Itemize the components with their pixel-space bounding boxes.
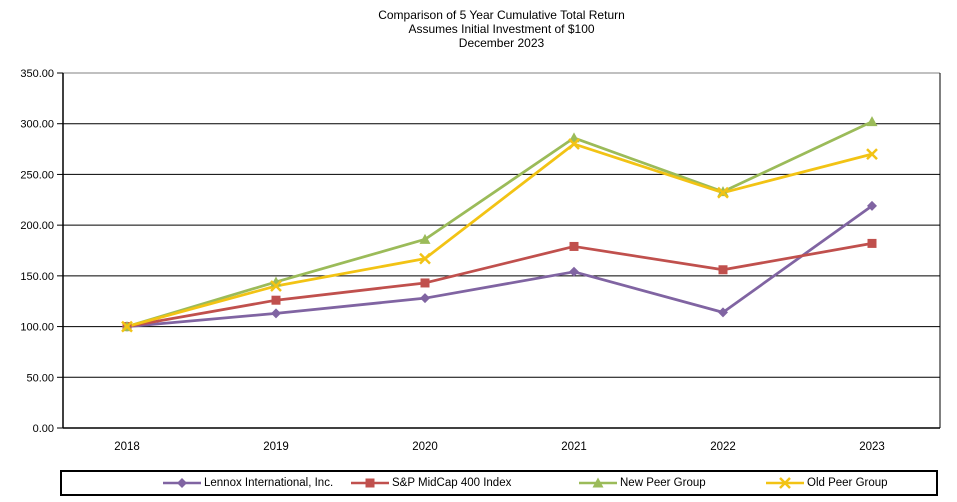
chart-title-line1: Comparison of 5 Year Cumulative Total Re… — [378, 8, 625, 22]
legend-marker-x-icon — [766, 477, 804, 489]
legend: Lennox International, Inc. S&P MidCap 400… — [60, 470, 938, 496]
data-point-series-0 — [718, 307, 728, 318]
y-tick-label: 0.00 — [33, 423, 54, 435]
legend-marker-square-icon — [351, 478, 389, 488]
data-point-series-3 — [717, 186, 729, 199]
data-point-series-3 — [121, 320, 133, 333]
y-tick-label: 350.00 — [20, 68, 54, 80]
x-tick-label: 2022 — [710, 441, 736, 453]
x-tick-label: 2020 — [412, 441, 438, 453]
data-point-series-0 — [569, 266, 579, 277]
chart-title-line2: Assumes Initial Investment of $100 — [408, 22, 595, 36]
y-tick-label: 50.00 — [26, 372, 54, 384]
y-tick-label: 300.00 — [20, 119, 54, 131]
legend-item-0: Lennox International, Inc. — [162, 472, 333, 494]
data-point-series-3 — [270, 280, 282, 292]
data-point-series-0 — [271, 308, 281, 319]
series-line-0 — [125, 204, 874, 328]
legend-item-2: New Peer Group — [578, 472, 706, 494]
legend-marker-triangle-icon — [579, 477, 617, 488]
data-point-series-1 — [569, 241, 579, 251]
legend-marker-diamond-icon — [163, 478, 201, 488]
chart-title: Comparison of 5 Year Cumulative Total Re… — [63, 8, 940, 50]
x-tick-label: 2018 — [114, 441, 140, 453]
legend-item-1: S&P MidCap 400 Index — [350, 472, 511, 494]
y-tick-label: 150.00 — [20, 271, 54, 283]
legend-glyph — [592, 477, 604, 488]
data-point-series-0 — [867, 200, 877, 211]
chart-title-line3: December 2023 — [458, 36, 545, 50]
series-line-1 — [125, 242, 874, 328]
data-point-series-1 — [867, 238, 877, 248]
legend-label-2: New Peer Group — [620, 477, 706, 489]
data-point-series-2 — [419, 233, 431, 244]
legend-label-1: S&P MidCap 400 Index — [392, 477, 512, 489]
x-tick-label: 2021 — [561, 441, 587, 453]
legend-glyph — [365, 478, 375, 488]
legend-glyph — [177, 478, 187, 488]
data-point-series-2 — [866, 116, 878, 127]
x-tick-label: 2019 — [263, 441, 289, 453]
y-tick-label: 200.00 — [20, 220, 54, 232]
legend-glyph — [779, 477, 791, 489]
data-point-series-1 — [420, 278, 430, 288]
data-point-series-1 — [271, 295, 281, 305]
data-point-series-3 — [568, 138, 580, 150]
y-tick-label: 100.00 — [20, 322, 54, 334]
data-point-series-3 — [419, 252, 431, 265]
data-point-series-3 — [866, 148, 878, 161]
series-line-2 — [125, 120, 874, 328]
data-point-series-1 — [718, 265, 728, 275]
x-tick-label: 2023 — [859, 441, 885, 453]
legend-label-0: Lennox International, Inc. — [204, 477, 334, 489]
legend-label-3: Old Peer Group — [807, 477, 888, 489]
data-point-series-0 — [420, 293, 430, 304]
legend-item-3: Old Peer Group — [765, 472, 888, 494]
series-line-3 — [125, 142, 874, 328]
y-tick-label: 250.00 — [20, 169, 54, 181]
